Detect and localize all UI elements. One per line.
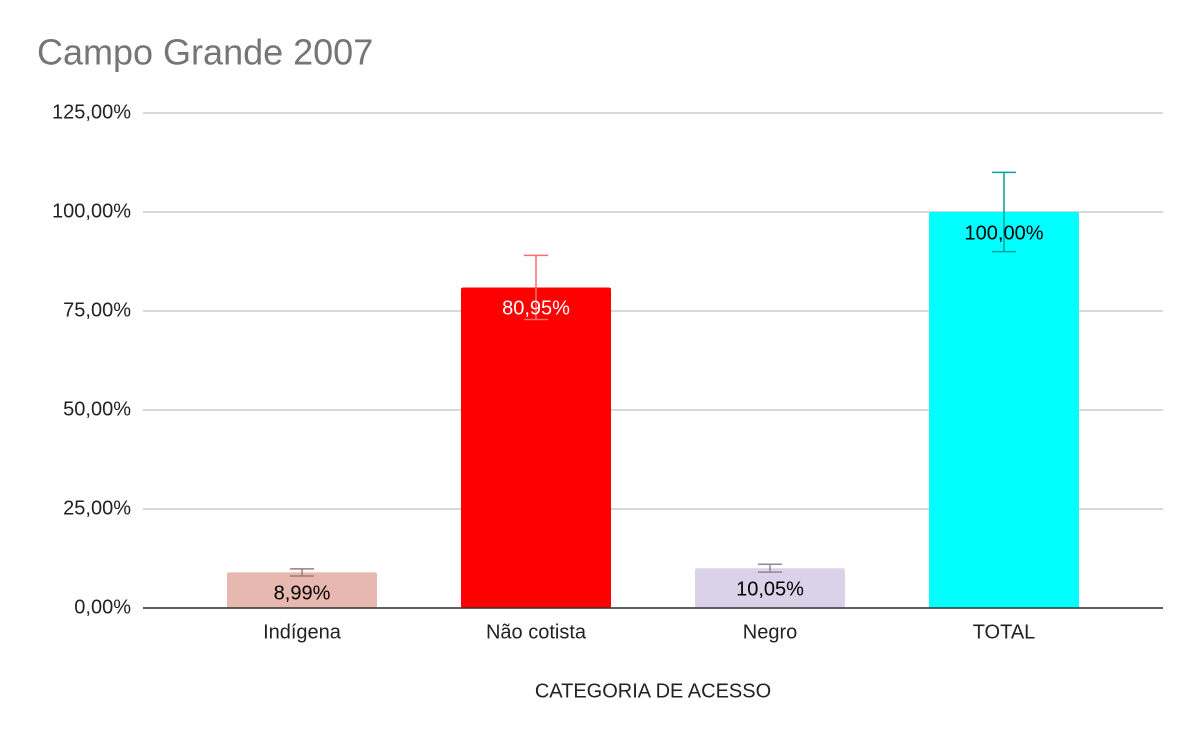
y-tick-label: 75,00% bbox=[63, 299, 131, 321]
bar bbox=[227, 572, 377, 608]
x-tick-label: Não cotista bbox=[486, 621, 587, 643]
chart-title: Campo Grande 2007 bbox=[37, 32, 373, 73]
y-tick-label: 125,00% bbox=[52, 101, 131, 123]
value-label: 10,05% bbox=[736, 578, 804, 600]
value-label: 8,99% bbox=[274, 583, 331, 605]
y-tick-label: 100,00% bbox=[52, 200, 131, 222]
x-tick-label: Indígena bbox=[263, 621, 342, 643]
bar bbox=[929, 212, 1079, 608]
bar bbox=[695, 568, 845, 608]
value-label: 100,00% bbox=[965, 222, 1044, 244]
x-axis-title: CATEGORIA DE ACESSO bbox=[535, 680, 771, 702]
x-tick-label: Negro bbox=[743, 621, 797, 643]
bar bbox=[461, 287, 611, 608]
x-tick-label: TOTAL bbox=[973, 621, 1036, 643]
y-tick-label: 50,00% bbox=[63, 398, 131, 420]
y-tick-label: 0,00% bbox=[74, 596, 131, 618]
y-tick-label: 25,00% bbox=[63, 497, 131, 519]
value-label: 80,95% bbox=[502, 298, 570, 320]
